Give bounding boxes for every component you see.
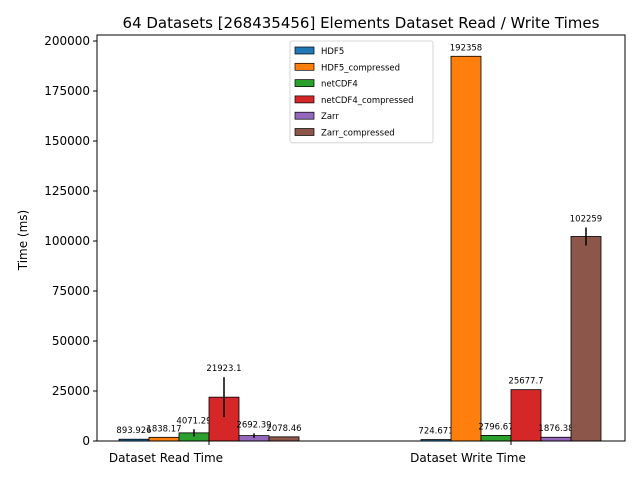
bar-netCDF4-1 [480, 435, 512, 442]
data-label-HDF5-0: 893.926 [116, 426, 151, 436]
legend-label-HDF5_compressed: HDF5_compressed [321, 63, 400, 73]
legend: HDF5 HDF5_compressed netCDF4 netCDF4_compre… [289, 40, 434, 144]
data-label-Zarr-1: 1876.38 [538, 424, 573, 434]
bar-Zarr_compressed-0 [268, 436, 300, 442]
legend-label-netCDF4: netCDF4 [321, 80, 358, 90]
y-axis-label: Time (ms) [16, 210, 30, 272]
x-tick-label-0: Dataset Read Time [109, 451, 223, 465]
chart-title: 64 Datasets [268435456] Elements Dataset… [123, 14, 600, 32]
legend-label-netCDF4_compressed: netCDF4_compressed [321, 96, 414, 106]
data-label-HDF5_compressed-1: 192358 [450, 43, 482, 53]
data-label-netCDF4_compressed-0: 21923.1 [206, 364, 241, 374]
legend-swatch-HDF5_compressed [294, 62, 315, 71]
y-tick-label-125000: 125000 [44, 184, 90, 198]
legend-box [289, 40, 434, 144]
data-label-HDF5-1: 724.671 [418, 427, 453, 437]
data-label-netCDF4-0: 4071.29 [176, 416, 211, 426]
legend-swatch-Zarr_compressed [294, 128, 315, 136]
legend-swatch-netCDF4 [294, 79, 315, 87]
axes-frame [96, 34, 626, 442]
y-tick-label-200000: 200000 [44, 34, 90, 48]
y-tick-label-25000: 25000 [52, 384, 90, 398]
legend-label-Zarr: Zarr [321, 112, 339, 122]
legend-swatch-netCDF4_compressed [294, 95, 315, 104]
data-label-Zarr_compressed-0: 2078.46 [266, 424, 301, 434]
bar-netCDF4_compressed-1 [510, 389, 542, 442]
legend-swatch-Zarr [294, 111, 315, 120]
bar-HDF5_compressed-0 [148, 436, 180, 442]
y-tick-label-50000: 50000 [52, 334, 90, 348]
data-label-HDF5_compressed-0: 1838.17 [146, 424, 181, 434]
bar-Zarr-1 [540, 436, 572, 442]
x-tick-label-1: Dataset Write Time [410, 451, 526, 465]
data-label-Zarr-0: 2692.39 [236, 420, 271, 430]
plot-area: 893.926 724.671 1838.17 192358 4071.29 2796.6… [44, 34, 626, 465]
data-label-netCDF4-1: 2796.67 [478, 422, 513, 432]
y-tick-label-175000: 175000 [44, 84, 90, 98]
y-tick-label-0: 0 [82, 434, 90, 448]
legend-label-HDF5: HDF5 [321, 47, 344, 57]
data-label-Zarr_compressed-1: 102259 [570, 214, 602, 224]
y-tick-label-100000: 100000 [44, 234, 90, 248]
bar-HDF5_compressed-1 [450, 55, 482, 442]
bar-Zarr_compressed-1 [570, 236, 602, 442]
data-label-netCDF4_compressed-1: 25677.7 [508, 377, 543, 387]
y-tick-label-150000: 150000 [44, 134, 90, 148]
legend-swatch-HDF5 [294, 46, 315, 55]
y-tick-label-75000: 75000 [52, 284, 90, 298]
legend-label-Zarr_compressed: Zarr_compressed [321, 129, 395, 139]
